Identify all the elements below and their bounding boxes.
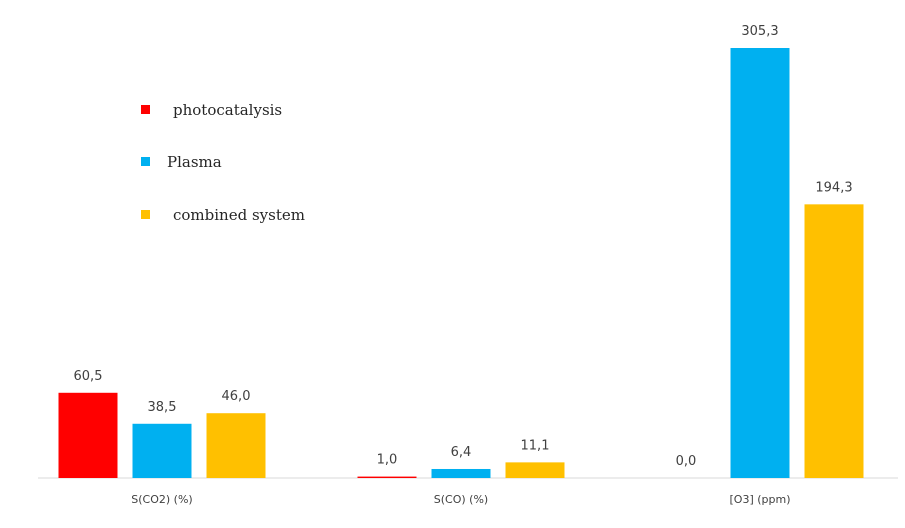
bar-combined-system-o3-ppm xyxy=(804,204,864,479)
data-label-plasma-o3-ppm: 305,3 xyxy=(741,24,778,39)
bar-plasma-o3-ppm xyxy=(730,48,790,478)
data-label-combined-system-s-co2: 46,0 xyxy=(222,389,251,404)
category-label-s-co: S(CO) (%) xyxy=(434,493,488,506)
data-label-photocatalysis-s-co2: 60,5 xyxy=(74,369,103,384)
legend-label-plasma: Plasma xyxy=(167,153,222,171)
category-label-s-co2: S(CO2) (%) xyxy=(131,493,192,506)
legend: photocatalysis Plasma combined system xyxy=(141,101,305,224)
legend-marker-combined-system xyxy=(141,210,150,219)
bars-group xyxy=(58,48,864,479)
data-label-photocatalysis-s-co: 1,0 xyxy=(377,453,398,468)
bar-combined-system-s-co2 xyxy=(206,413,266,478)
data-label-combined-system-o3-ppm: 194,3 xyxy=(815,180,852,195)
legend-marker-plasma xyxy=(141,157,150,166)
data-label-plasma-s-co: 6,4 xyxy=(451,445,472,460)
bar-plasma-s-co2 xyxy=(132,423,192,478)
bar-photocatalysis-s-co2 xyxy=(58,392,118,478)
data-label-photocatalysis-o3-ppm: 0,0 xyxy=(676,454,697,469)
bar-photocatalysis-s-co xyxy=(357,476,417,478)
legend-label-photocatalysis: photocatalysis xyxy=(173,101,282,119)
value-labels-group: 60,5 38,5 46,0 1,0 6,4 11,1 0,0 305,3 194,3 xyxy=(74,24,853,469)
category-label-o3-ppm: [O3] (ppm) xyxy=(730,493,791,506)
bar-plasma-s-co xyxy=(431,468,491,478)
data-label-plasma-s-co2: 38,5 xyxy=(148,400,177,415)
legend-marker-photocatalysis xyxy=(141,105,150,114)
bar-combined-system-s-co xyxy=(505,462,565,478)
category-labels-group: S(CO2) (%) S(CO) (%) [O3] (ppm) xyxy=(131,493,790,506)
data-label-combined-system-s-co: 11,1 xyxy=(521,438,550,453)
legend-label-combined-system: combined system xyxy=(173,206,305,224)
